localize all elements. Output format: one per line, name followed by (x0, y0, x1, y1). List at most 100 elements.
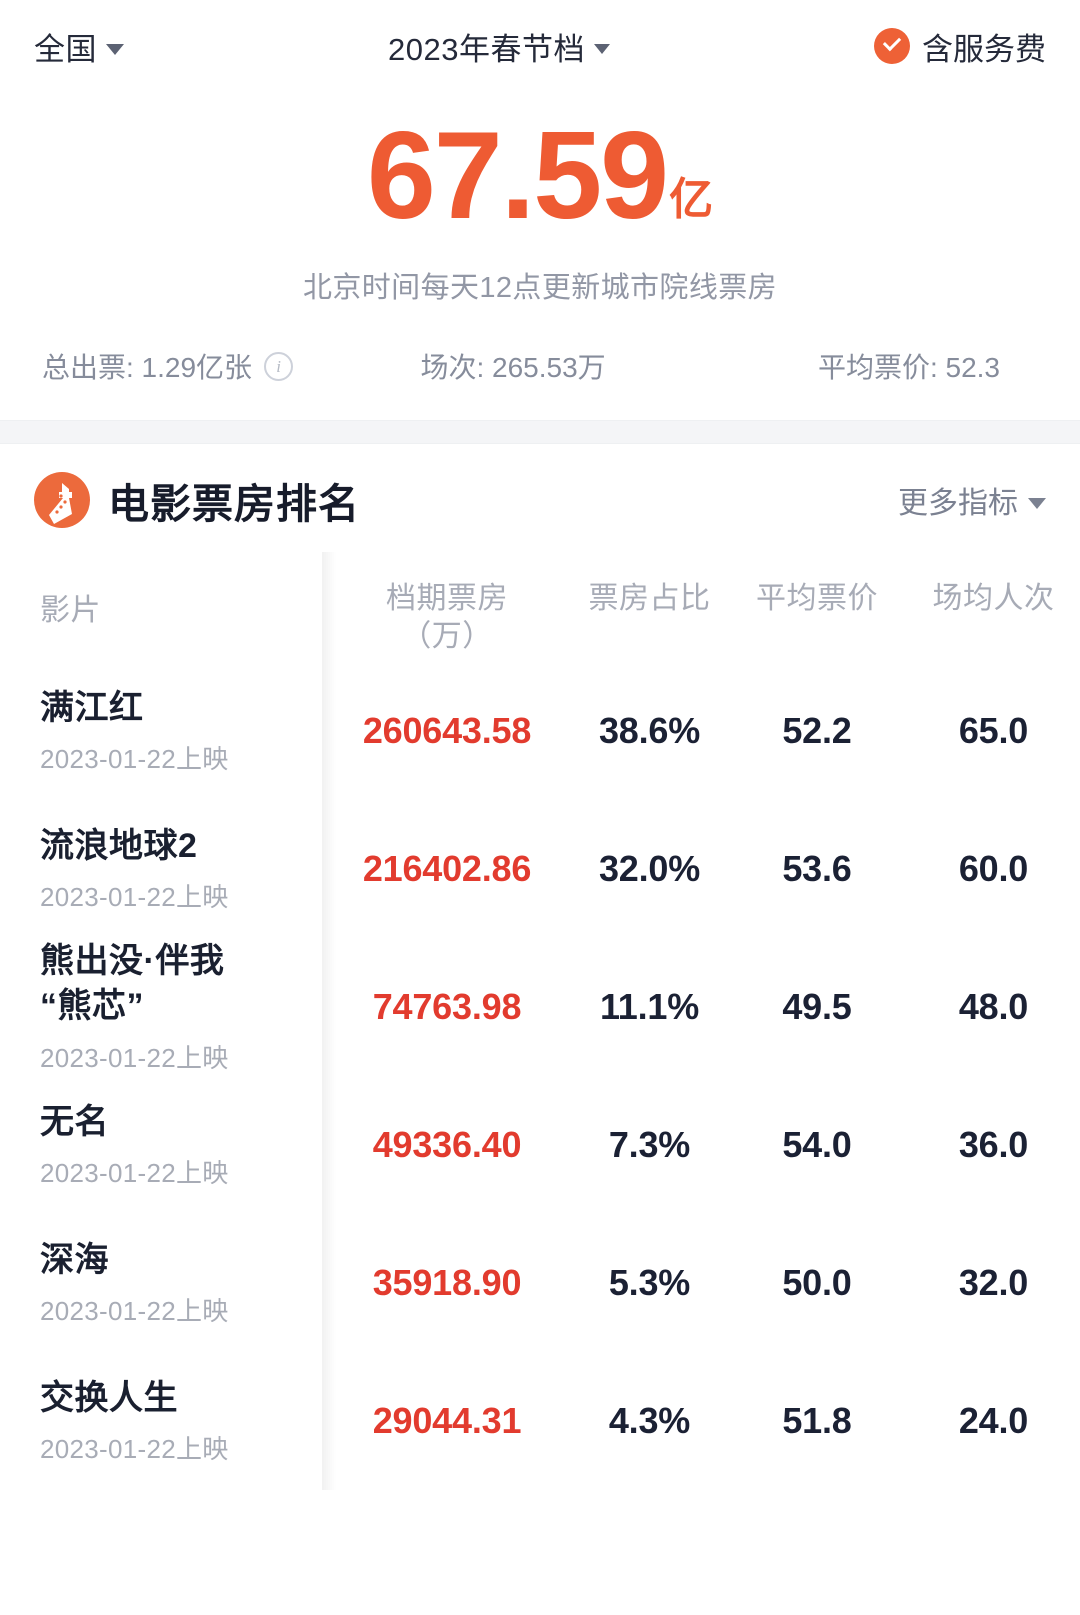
cell-gross: 260643.58 (322, 710, 572, 752)
update-note: 北京时间每天12点更新城市院线票房 (302, 272, 778, 304)
check-circle-icon (874, 28, 910, 64)
film-cell[interactable]: 流浪地球2 2023-01-22上映 (0, 823, 322, 915)
film-release-date: 2023-01-22上映 (40, 744, 229, 775)
cell-avg-price: 53.6 (727, 848, 907, 890)
ticket-icon (34, 472, 90, 528)
cell-avg-attendance: 24.0 (907, 1400, 1080, 1442)
cell-gross-value: 35918.90 (372, 1262, 522, 1303)
cell-avg-price: 54.0 (727, 1124, 907, 1166)
total-box-office-unit: 亿 (669, 175, 714, 224)
cell-gross: 49336.40 (322, 1124, 572, 1166)
cell-avg-price: 51.8 (727, 1400, 907, 1442)
period-selector[interactable]: 2023年春节档 (124, 24, 874, 69)
film-cell[interactable]: 满江红 2023-01-22上映 (0, 685, 322, 777)
film-cell[interactable]: 交换人生 2023-01-22上映 (0, 1375, 322, 1467)
film-title: 深海 (40, 1240, 109, 1279)
total-box-office-hero: 67.59亿 北京时间每天12点更新城市院线票房 (0, 92, 1080, 306)
cell-share: 38.6% (572, 710, 727, 752)
summary-stats: 总出票: 1.29亿张 i 场次: 265.53万 平均票价: 52.3 (0, 346, 1080, 386)
cell-gross: 216402.86 (322, 848, 572, 890)
film-title: 无名 (40, 1102, 109, 1141)
cell-avg-attendance: 65.0 (907, 710, 1080, 752)
cell-avg-attendance-value: 65.0 (958, 710, 1029, 751)
cell-share: 32.0% (572, 848, 727, 890)
column-header-gross-line1: 档期票房 (386, 582, 508, 615)
cell-share: 11.1% (572, 986, 727, 1028)
cell-avg-attendance: 60.0 (907, 848, 1080, 890)
stat-showings-label: 场次: 265.53万 (420, 352, 606, 383)
column-header-gross-line2: （万） (401, 620, 493, 654)
film-release-date: 2023-01-22上映 (40, 1158, 229, 1189)
more-metrics-button[interactable]: 更多指标 (898, 478, 1046, 522)
column-header-share: 票房占比 (588, 582, 711, 615)
table-header-avg-price: 平均票价 (727, 580, 907, 618)
cell-avg-attendance: 48.0 (907, 986, 1080, 1028)
film-cell[interactable]: 熊出没·伴我 “熊芯” 2023-01-22上映 (0, 939, 322, 1075)
table-row[interactable]: 无名 2023-01-22上映 49336.40 7.3% 54.0 36.0 (0, 1076, 1080, 1214)
cell-gross: 29044.31 (322, 1400, 572, 1442)
cell-share-value: 32.0% (598, 848, 701, 889)
cell-gross-value: 29044.31 (372, 1400, 522, 1441)
cell-share: 4.3% (572, 1400, 727, 1442)
period-label: 2023年春节档 (388, 31, 585, 67)
film-cell[interactable]: 无名 2023-01-22上映 (0, 1099, 322, 1191)
cell-share-value: 4.3% (608, 1400, 691, 1441)
film-release-date: 2023-01-22上映 (40, 882, 229, 913)
film-title: “熊芯” (40, 987, 144, 1025)
column-header-avg-attendance: 场均人次 (932, 582, 1055, 615)
box-office-table: 影片 档期票房 （万） 票房占比 平均票价 场均人次 满江红 2023-01-22… (0, 552, 1080, 1490)
cell-gross-value: 216402.86 (362, 848, 532, 889)
table-row[interactable]: 流浪地球2 2023-01-22上映 216402.86 32.0% 53.6 60.0 (0, 800, 1080, 938)
chevron-down-icon (106, 43, 124, 55)
cell-avg-attendance-value: 24.0 (958, 1400, 1029, 1441)
table-header-avg-attendance: 场均人次 (907, 580, 1080, 618)
film-title: 满江红 (40, 688, 144, 727)
more-metrics-label: 更多指标 (898, 487, 1018, 520)
film-title: 熊出没·伴我 (40, 942, 225, 981)
region-selector[interactable]: 全国 (34, 24, 124, 69)
cell-share-value: 5.3% (608, 1262, 691, 1303)
cell-gross-value: 260643.58 (362, 710, 532, 751)
chevron-down-icon (593, 44, 610, 54)
cell-gross-value: 74763.98 (372, 986, 522, 1027)
cell-avg-price-value: 49.5 (782, 986, 852, 1027)
service-fee-label: 含服务费 (922, 31, 1046, 67)
table-row[interactable]: 熊出没·伴我 “熊芯” 2023-01-22上映 74763.98 11.1% 49.5 4… (0, 938, 1080, 1076)
table-row[interactable]: 满江红 2023-01-22上映 260643.58 38.6% 52.2 65.0 (0, 662, 1080, 800)
chevron-down-icon (1028, 497, 1046, 509)
table-row[interactable]: 交换人生 2023-01-22上映 29044.31 4.3% 51.8 24.0 (0, 1352, 1080, 1490)
cell-share-value: 7.3% (608, 1124, 691, 1165)
cell-avg-price: 50.0 (727, 1262, 907, 1304)
cell-avg-attendance-value: 48.0 (958, 986, 1029, 1027)
cell-avg-attendance: 36.0 (907, 1124, 1080, 1166)
region-label: 全国 (34, 31, 97, 67)
cell-gross: 35918.90 (322, 1262, 572, 1304)
stat-avg-price: 平均票价: 52.3 (749, 346, 1038, 386)
total-box-office-value: 67.59 (366, 107, 669, 245)
section-divider (0, 420, 1080, 444)
cell-avg-price: 52.2 (727, 710, 907, 752)
cell-share: 5.3% (572, 1262, 727, 1304)
cell-avg-price-value: 52.2 (782, 710, 852, 751)
cell-avg-attendance-value: 60.0 (958, 848, 1029, 889)
cell-share-value: 11.1% (599, 986, 700, 1027)
cell-avg-attendance: 32.0 (907, 1262, 1080, 1304)
cell-gross: 74763.98 (322, 986, 572, 1028)
table-header-share: 票房占比 (572, 580, 727, 618)
film-release-date: 2023-01-22上映 (40, 1296, 229, 1327)
cell-avg-price-value: 50.0 (782, 1262, 852, 1303)
info-icon[interactable]: i (264, 351, 294, 381)
table-header-row: 影片 档期票房 （万） 票房占比 平均票价 场均人次 (0, 552, 1080, 662)
table-header-film: 影片 (0, 580, 322, 631)
film-cell[interactable]: 深海 2023-01-22上映 (0, 1237, 322, 1329)
table-row[interactable]: 深海 2023-01-22上映 35918.90 5.3% 50.0 32.0 (0, 1214, 1080, 1352)
cell-gross-value: 49336.40 (372, 1124, 522, 1165)
cell-avg-price-value: 51.8 (782, 1400, 852, 1441)
stat-total-tickets: 总出票: 1.29亿张 i (42, 346, 420, 386)
service-fee-toggle[interactable]: 含服务费 (874, 24, 1046, 69)
cell-avg-price: 49.5 (727, 986, 907, 1028)
ranking-section-title: 电影票房排名 (108, 481, 360, 527)
column-header-film: 影片 (40, 594, 101, 627)
stat-showings: 场次: 265.53万 (420, 346, 749, 386)
film-title: 交换人生 (40, 1378, 178, 1417)
